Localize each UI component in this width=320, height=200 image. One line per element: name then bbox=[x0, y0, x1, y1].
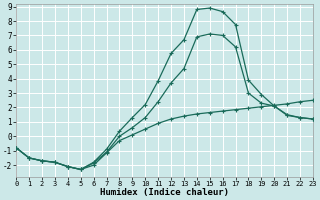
X-axis label: Humidex (Indice chaleur): Humidex (Indice chaleur) bbox=[100, 188, 229, 197]
